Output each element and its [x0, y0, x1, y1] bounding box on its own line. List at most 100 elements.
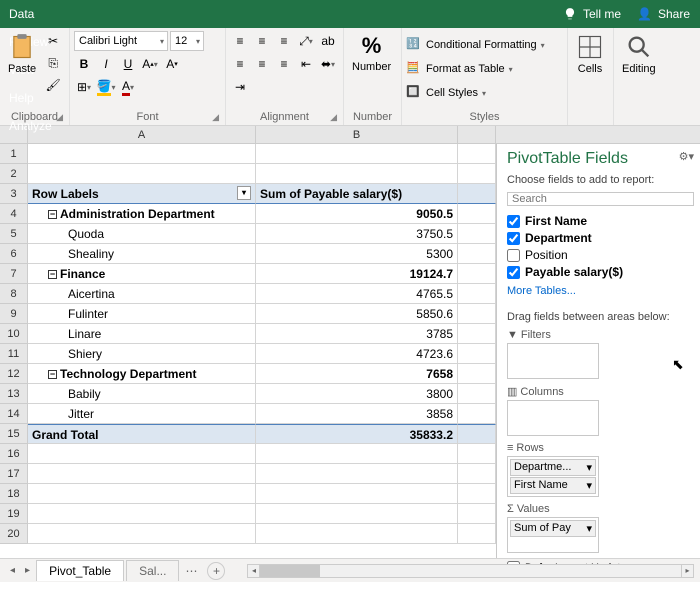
- cell[interactable]: [458, 224, 496, 244]
- align-middle[interactable]: ≡: [252, 31, 272, 51]
- align-center[interactable]: ≡: [252, 54, 272, 74]
- cell[interactable]: [458, 244, 496, 264]
- cell[interactable]: Linare: [28, 324, 256, 344]
- cell[interactable]: [458, 404, 496, 424]
- row-header[interactable]: 17: [0, 464, 28, 484]
- merge-button[interactable]: ⬌: [318, 54, 338, 74]
- cell[interactable]: [256, 484, 458, 504]
- format-painter-button[interactable]: 🖌: [43, 75, 63, 95]
- cut-button[interactable]: ✂: [43, 31, 63, 51]
- area-item[interactable]: Sum of Pay▾: [510, 520, 596, 537]
- cell[interactable]: [458, 464, 496, 484]
- fill-color-button[interactable]: 🪣: [96, 77, 116, 97]
- cell[interactable]: [458, 344, 496, 364]
- number-format-button[interactable]: % Number: [348, 31, 395, 75]
- field-checkbox[interactable]: [507, 266, 520, 279]
- collapse-icon[interactable]: −: [48, 210, 57, 219]
- field-checkbox[interactable]: [507, 232, 520, 245]
- field-item[interactable]: First Name: [507, 214, 694, 228]
- sheet-tab-more[interactable]: ⋯: [181, 564, 201, 578]
- cell[interactable]: [458, 384, 496, 404]
- cell[interactable]: Babily: [28, 384, 256, 404]
- cell[interactable]: 19124.7: [256, 264, 458, 284]
- filters-dropzone[interactable]: [507, 343, 599, 379]
- cell[interactable]: [256, 464, 458, 484]
- cell[interactable]: [256, 524, 458, 544]
- columns-dropzone[interactable]: [507, 400, 599, 436]
- cell[interactable]: [28, 464, 256, 484]
- align-bottom[interactable]: ≡: [274, 31, 294, 51]
- cell[interactable]: 5300: [256, 244, 458, 264]
- cell-styles-button[interactable]: 🔲Cell Styles: [406, 83, 486, 103]
- orientation-button[interactable]: ⤢: [296, 31, 316, 51]
- cell[interactable]: 3858: [256, 404, 458, 424]
- align-top[interactable]: ≡: [230, 31, 250, 51]
- bold-button[interactable]: B: [74, 54, 94, 74]
- cell[interactable]: Shealiny: [28, 244, 256, 264]
- cell[interactable]: Fulinter: [28, 304, 256, 324]
- wrap-text-button[interactable]: ab: [318, 31, 338, 51]
- cell[interactable]: Shiery: [28, 344, 256, 364]
- new-sheet-button[interactable]: +: [207, 562, 225, 580]
- cell[interactable]: [458, 524, 496, 544]
- share-button[interactable]: Share: [658, 7, 690, 21]
- font-color-button[interactable]: A: [118, 77, 138, 97]
- cell[interactable]: −Technology Department: [28, 364, 256, 384]
- cells-button[interactable]: Cells: [572, 31, 608, 77]
- underline-button[interactable]: U: [118, 54, 138, 74]
- cell[interactable]: [458, 444, 496, 464]
- field-search-input[interactable]: [507, 192, 694, 206]
- cell[interactable]: Quoda: [28, 224, 256, 244]
- cell[interactable]: [256, 144, 458, 164]
- cell[interactable]: [458, 144, 496, 164]
- row-header[interactable]: 7: [0, 264, 28, 284]
- tab-nav-next[interactable]: ▸: [21, 565, 34, 576]
- cell[interactable]: 4765.5: [256, 284, 458, 304]
- clipboard-launcher[interactable]: ◢: [56, 112, 63, 123]
- cell[interactable]: [458, 484, 496, 504]
- cell[interactable]: [256, 444, 458, 464]
- cell[interactable]: 4723.6: [256, 344, 458, 364]
- row-header[interactable]: 13: [0, 384, 28, 404]
- rows-dropzone[interactable]: Departme...▾First Name▾: [507, 456, 599, 497]
- cell[interactable]: [458, 304, 496, 324]
- row-header[interactable]: 8: [0, 284, 28, 304]
- cell[interactable]: 3750.5: [256, 224, 458, 244]
- cell[interactable]: [256, 504, 458, 524]
- increase-indent[interactable]: ⇥: [230, 77, 250, 97]
- cell[interactable]: −Administration Department: [28, 204, 256, 224]
- font-size-combo[interactable]: 12: [170, 31, 204, 51]
- row-header[interactable]: 12: [0, 364, 28, 384]
- row-header[interactable]: 18: [0, 484, 28, 504]
- row-header[interactable]: 1: [0, 144, 28, 164]
- cell[interactable]: 3800: [256, 384, 458, 404]
- row-header[interactable]: 3: [0, 184, 28, 204]
- cell[interactable]: [458, 164, 496, 184]
- cell[interactable]: 7658: [256, 364, 458, 384]
- decrease-font-button[interactable]: A▾: [162, 54, 182, 74]
- field-checkbox[interactable]: [507, 215, 520, 228]
- filter-dropdown-icon[interactable]: ▾: [237, 186, 251, 200]
- cell[interactable]: 5850.6: [256, 304, 458, 324]
- field-item[interactable]: Payable salary($): [507, 265, 694, 279]
- cell[interactable]: Grand Total: [28, 424, 256, 444]
- align-right[interactable]: ≡: [274, 54, 294, 74]
- tellme-label[interactable]: Tell me: [583, 7, 621, 21]
- cell[interactable]: Row Labels▾: [28, 184, 256, 204]
- field-item[interactable]: Department: [507, 231, 694, 245]
- cell[interactable]: [458, 504, 496, 524]
- row-header[interactable]: 2: [0, 164, 28, 184]
- cell[interactable]: [28, 164, 256, 184]
- ribbon-tab-data[interactable]: Data: [0, 0, 85, 28]
- decrease-indent[interactable]: ⇤: [296, 54, 316, 74]
- spreadsheet-grid[interactable]: 123Row Labels▾Sum of Payable salary($)4−…: [0, 144, 496, 544]
- col-header-a[interactable]: A: [28, 126, 256, 143]
- cell[interactable]: [28, 484, 256, 504]
- row-header[interactable]: 10: [0, 324, 28, 344]
- collapse-icon[interactable]: −: [48, 370, 57, 379]
- more-tables-link[interactable]: More Tables...: [507, 285, 694, 297]
- cell[interactable]: Jitter: [28, 404, 256, 424]
- row-header[interactable]: 15: [0, 424, 28, 444]
- row-header[interactable]: 19: [0, 504, 28, 524]
- area-item[interactable]: First Name▾: [510, 477, 596, 494]
